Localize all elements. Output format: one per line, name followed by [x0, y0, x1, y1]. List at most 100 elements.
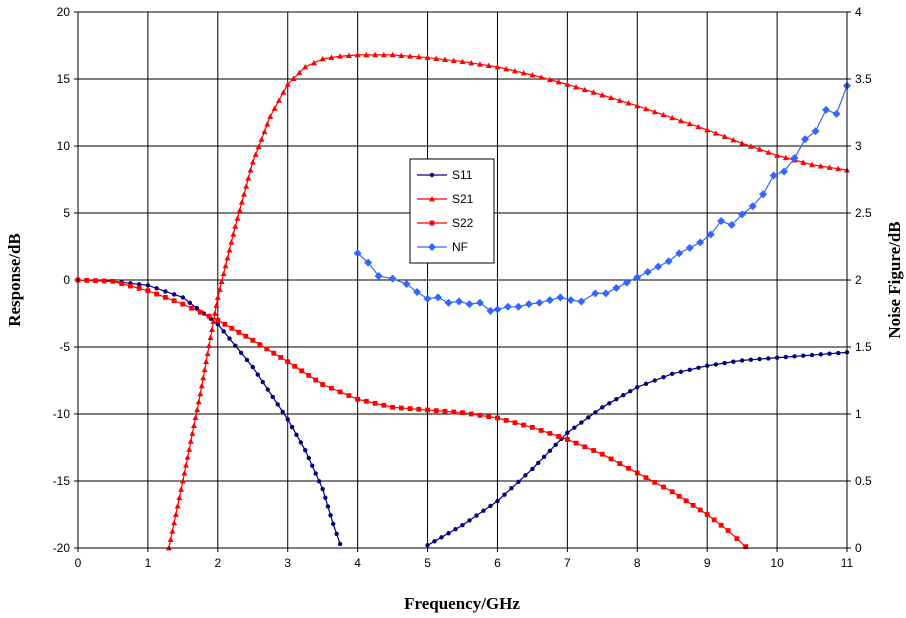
x-tick-label: 6: [494, 556, 501, 570]
data-point-s11: [194, 305, 200, 311]
data-point-s21: [817, 163, 824, 169]
data-point-s22: [697, 507, 703, 513]
data-point-s21: [494, 63, 501, 70]
data-point-s11: [289, 424, 295, 430]
data-point-s21: [178, 486, 185, 492]
data-point-s21: [206, 342, 213, 349]
data-point-s11: [827, 351, 832, 356]
data-point-s11: [687, 367, 692, 372]
data-point-s21: [211, 310, 218, 316]
data-point-s21: [258, 136, 265, 142]
data-point-nf: [811, 127, 820, 136]
data-point-s21: [625, 100, 632, 106]
data-point-nf: [801, 135, 810, 144]
data-point-s22: [425, 407, 430, 413]
data-point-s11: [572, 425, 577, 430]
data-point-s21: [195, 398, 202, 405]
data-point-s22: [512, 420, 518, 426]
data-point-s11: [270, 394, 275, 400]
data-point-s22: [390, 404, 395, 410]
data-point-nf: [601, 289, 610, 298]
data-point-s21: [271, 105, 278, 111]
data-point-s21: [468, 59, 475, 66]
series-s11: [75, 277, 850, 548]
data-point-s22: [669, 489, 675, 495]
data-point-s22: [136, 285, 142, 291]
tick-labels: 0 1 2 3 4 5 6 7 8 9 10 1120151050-5-10-15-2043.532.…: [53, 5, 872, 570]
legend: S11 S21 S22 NF: [409, 158, 495, 264]
data-point-s11: [309, 463, 315, 468]
data-point-s11: [313, 471, 318, 476]
data-point-nf: [664, 257, 673, 266]
data-point-s22: [582, 444, 588, 450]
data-point-s21: [230, 231, 237, 237]
data-point-s21: [261, 128, 268, 135]
data-point-s11: [467, 518, 472, 523]
data-point-s11: [154, 286, 159, 291]
data-point-s11: [621, 393, 626, 398]
data-point-s11: [215, 322, 221, 327]
data-point-s21: [695, 123, 702, 130]
data-point-nf: [822, 105, 831, 114]
data-point-s21: [651, 108, 658, 115]
data-point-nf: [353, 249, 362, 258]
data-point-s21: [354, 51, 361, 58]
data-point-s21: [189, 430, 196, 436]
data-point-s22: [84, 277, 90, 283]
data-point-s11: [260, 379, 265, 385]
data-point-s22: [599, 451, 605, 457]
data-point-nf: [591, 289, 600, 298]
data-point-s11: [801, 353, 806, 358]
data-point-nf: [514, 302, 523, 311]
data-point-s22: [257, 342, 263, 347]
data-point-s22: [162, 295, 168, 300]
data-point-s21: [172, 511, 179, 517]
data-point-s22: [530, 425, 535, 430]
data-point-s11: [280, 409, 285, 415]
data-point-s22: [101, 278, 107, 284]
data-point-s21: [220, 270, 227, 277]
data-point-s11: [233, 343, 238, 348]
data-point-s21: [581, 86, 588, 93]
data-point-nf: [493, 305, 502, 314]
data-point-s22: [154, 291, 160, 297]
data-point-s21: [538, 74, 545, 80]
data-point-s11: [495, 498, 500, 504]
y-left-tick-label: -5: [59, 340, 70, 354]
data-point-s11: [221, 329, 226, 334]
data-point-nf: [738, 210, 747, 219]
data-point-s22: [215, 317, 221, 323]
data-point-s22: [229, 325, 235, 331]
data-point-s11: [439, 535, 444, 540]
data-point-s11: [530, 466, 535, 472]
y-right-tick-label: 1: [855, 407, 862, 421]
y-right-tick-label: 0.5: [855, 474, 872, 488]
data-point-s22: [119, 281, 125, 287]
data-point-s21: [450, 57, 457, 63]
data-point-s21: [302, 63, 309, 70]
data-point-nf: [759, 190, 768, 199]
data-point-s21: [179, 478, 186, 484]
data-point-s21: [415, 53, 422, 60]
data-point-s21: [643, 105, 650, 112]
data-point-s21: [176, 494, 183, 501]
data-point-s21: [241, 191, 248, 197]
data-point-s22: [299, 368, 305, 374]
data-point-s11: [330, 521, 336, 527]
data-point-s11: [783, 354, 789, 360]
legend-box: [409, 158, 495, 264]
data-point-s21: [192, 414, 199, 421]
data-point-s22: [503, 417, 509, 423]
data-point-s22: [433, 408, 439, 414]
data-point-s22: [180, 301, 186, 307]
x-axis-title: Frequency/GHz: [404, 594, 520, 613]
y-left-tick-label: 10: [57, 139, 71, 153]
data-point-s21: [284, 81, 291, 87]
data-point-s21: [200, 374, 207, 381]
data-point-s11: [481, 508, 486, 513]
data-point-nf: [402, 280, 411, 289]
data-point-s11: [187, 300, 193, 305]
data-point-s21: [835, 165, 842, 172]
data-point-s21: [503, 65, 510, 72]
data-point-s21: [204, 350, 211, 357]
